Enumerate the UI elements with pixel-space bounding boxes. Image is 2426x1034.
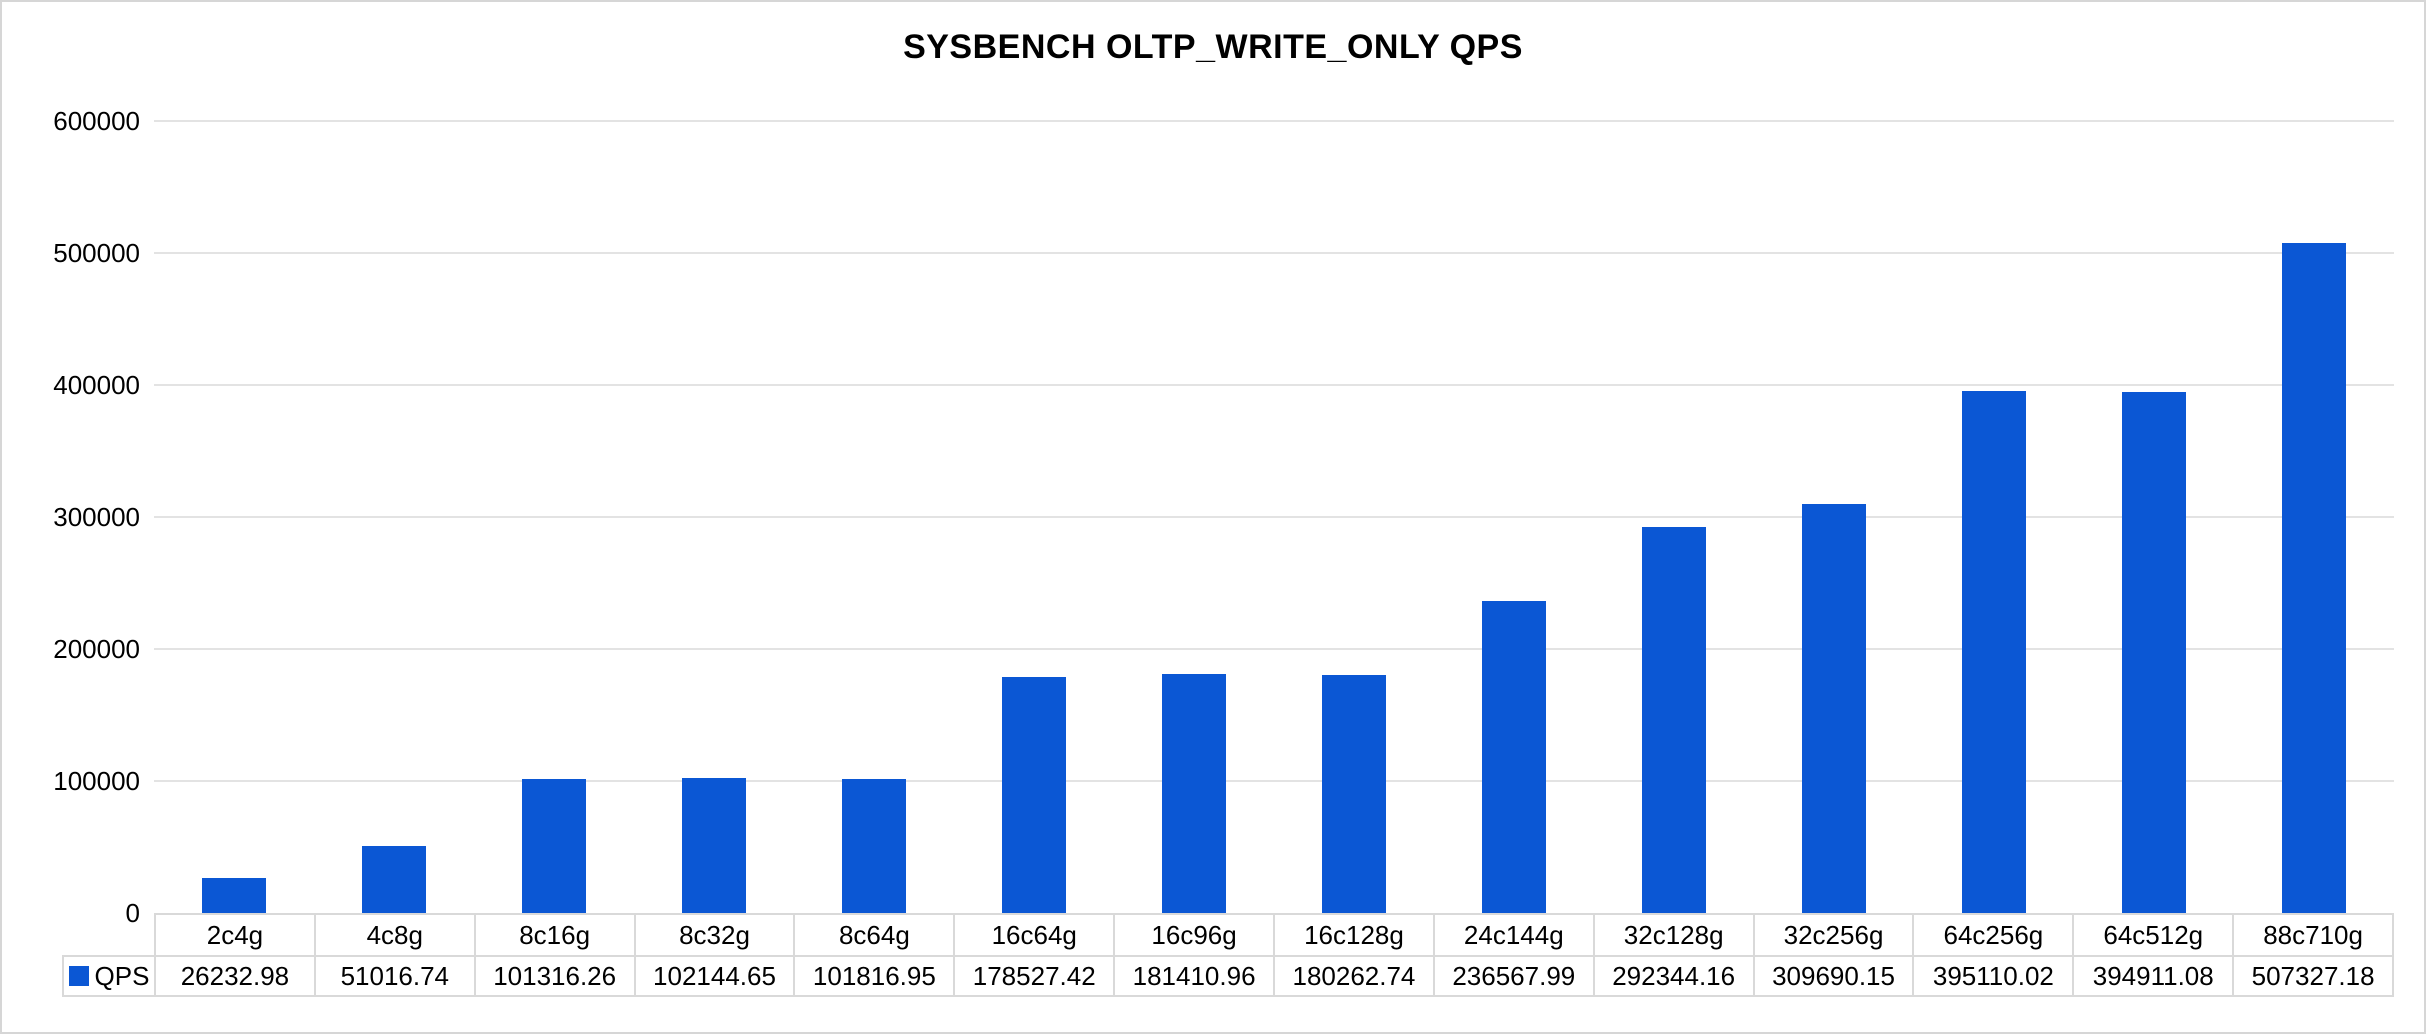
value-cell: 507327.18 xyxy=(2232,957,2395,995)
category-cell: 16c96g xyxy=(1113,915,1273,956)
bar xyxy=(1162,674,1226,913)
y-axis-tick-label: 400000 xyxy=(53,370,140,400)
gridline xyxy=(154,252,2394,254)
y-axis-tick-label: 200000 xyxy=(53,634,140,664)
value-cell: 101316.26 xyxy=(473,957,634,995)
chart-title: SYSBENCH OLTP_WRITE_ONLY QPS xyxy=(903,28,1523,66)
bar xyxy=(1322,675,1386,913)
value-row: QPS 26232.98 51016.74 101316.26 102144.65 10… xyxy=(62,955,2395,997)
category-cell: 4c8g xyxy=(313,915,474,956)
gridline xyxy=(154,120,2394,122)
bar xyxy=(2122,392,2186,913)
category-cell: 8c64g xyxy=(793,915,953,956)
gridline xyxy=(154,648,2394,650)
value-cell: 102144.65 xyxy=(633,957,794,995)
category-cell: 32c256g xyxy=(1752,915,1913,956)
legend-label: QPS xyxy=(94,960,150,991)
value-cell: 51016.74 xyxy=(313,957,474,995)
value-cell: 101816.95 xyxy=(793,957,953,995)
bar xyxy=(2282,243,2346,913)
category-cell: 8c32g xyxy=(633,915,794,956)
bar xyxy=(682,778,746,913)
y-axis-tick-label: 100000 xyxy=(53,766,140,796)
value-cell: 292344.16 xyxy=(1592,957,1753,995)
gridline xyxy=(154,780,2394,782)
bar xyxy=(362,846,426,913)
bar xyxy=(522,779,586,913)
gridline xyxy=(154,384,2394,386)
value-cell: 26232.98 xyxy=(154,957,314,995)
legend-cell: QPS xyxy=(62,957,154,995)
value-cell: 180262.74 xyxy=(1273,957,1433,995)
category-cell: 2c4g xyxy=(154,915,314,956)
value-cell: 395110.02 xyxy=(1912,957,2072,995)
category-cell: 64c256g xyxy=(1912,915,2072,956)
category-cell: 8c16g xyxy=(473,915,634,956)
value-cell: 309690.15 xyxy=(1752,957,1913,995)
category-cell: 32c128g xyxy=(1592,915,1753,956)
category-cell: 16c64g xyxy=(953,915,1113,956)
category-cell: 88c710g xyxy=(2232,915,2395,956)
bar xyxy=(1802,504,1866,913)
bar xyxy=(1642,527,1706,913)
gridline xyxy=(154,516,2394,518)
category-cell: 24c144g xyxy=(1432,915,1593,956)
y-axis-tick-label: 500000 xyxy=(53,238,140,268)
y-axis-tick-label: 0 xyxy=(125,898,140,928)
y-axis-tick-label: 600000 xyxy=(53,106,140,136)
category-cell: 64c512g xyxy=(2072,915,2232,956)
value-cell: 236567.99 xyxy=(1432,957,1593,995)
bar xyxy=(1482,601,1546,913)
category-header-row: 2c4g 4c8g 8c16g 8c32g 8c64g 16c64g 16c96g 16c12… xyxy=(154,913,2395,956)
value-cell: 178527.42 xyxy=(953,957,1113,995)
category-cell: 16c128g xyxy=(1273,915,1433,956)
value-cell: 394911.08 xyxy=(2072,957,2232,995)
bar xyxy=(1002,677,1066,913)
value-cell: 181410.96 xyxy=(1113,957,1273,995)
bar xyxy=(842,779,906,913)
y-axis-tick-label: 300000 xyxy=(53,502,140,532)
bar xyxy=(1962,391,2026,913)
legend-swatch-icon xyxy=(68,966,89,986)
bar xyxy=(202,878,266,913)
